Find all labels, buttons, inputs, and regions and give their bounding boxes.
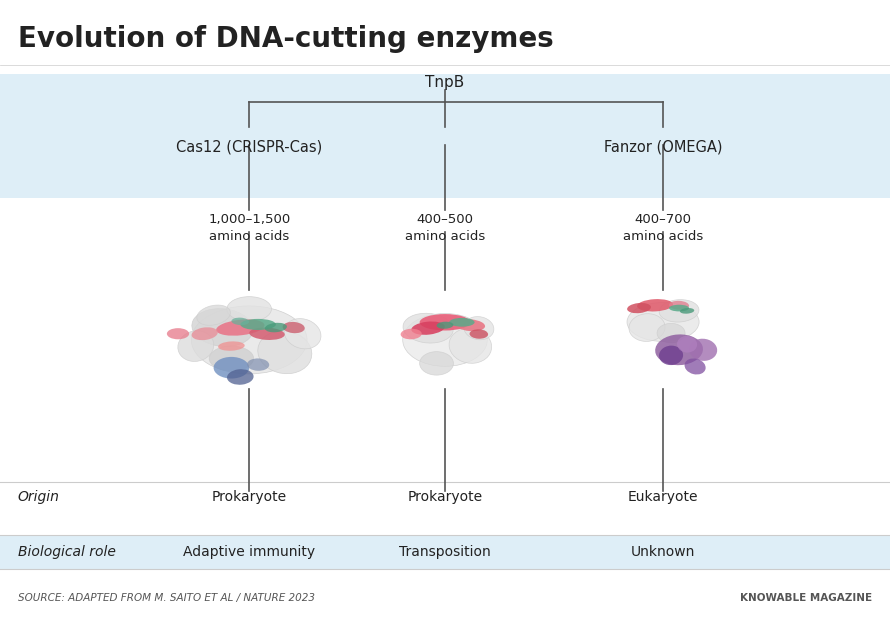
Ellipse shape	[449, 328, 491, 363]
Ellipse shape	[655, 334, 703, 365]
Ellipse shape	[178, 331, 214, 362]
FancyBboxPatch shape	[0, 74, 890, 198]
Ellipse shape	[167, 328, 190, 339]
Ellipse shape	[464, 316, 494, 340]
Ellipse shape	[191, 328, 218, 340]
Ellipse shape	[214, 357, 249, 378]
Ellipse shape	[669, 301, 689, 310]
Ellipse shape	[627, 303, 700, 341]
Text: Adaptive immunity: Adaptive immunity	[183, 544, 315, 559]
Ellipse shape	[216, 320, 264, 336]
Ellipse shape	[677, 336, 697, 352]
Ellipse shape	[669, 305, 689, 311]
Ellipse shape	[227, 297, 271, 321]
Ellipse shape	[684, 358, 706, 375]
Ellipse shape	[437, 322, 453, 329]
Ellipse shape	[629, 314, 665, 341]
Text: 400–500
amino acids: 400–500 amino acids	[405, 213, 485, 243]
Text: Biological role: Biological role	[18, 544, 116, 559]
Text: KNOWABLE MAGAZINE: KNOWABLE MAGAZINE	[740, 593, 872, 603]
Ellipse shape	[411, 321, 445, 335]
Ellipse shape	[197, 305, 231, 325]
Ellipse shape	[637, 299, 673, 311]
Ellipse shape	[402, 313, 488, 366]
Ellipse shape	[659, 300, 699, 322]
Ellipse shape	[659, 345, 684, 365]
Ellipse shape	[258, 331, 311, 374]
Ellipse shape	[265, 323, 287, 332]
Ellipse shape	[627, 303, 651, 313]
Text: 400–700
amino acids: 400–700 amino acids	[623, 213, 703, 243]
Ellipse shape	[247, 358, 269, 371]
Text: 1,000–1,500
amino acids: 1,000–1,500 amino acids	[208, 213, 290, 243]
Text: Transposition: Transposition	[399, 544, 491, 559]
Ellipse shape	[231, 318, 249, 325]
Text: Prokaryote: Prokaryote	[212, 491, 287, 504]
Ellipse shape	[192, 308, 253, 347]
Ellipse shape	[456, 320, 485, 331]
Text: Cas12 (CRISPR-Cas): Cas12 (CRISPR-Cas)	[176, 139, 322, 154]
Ellipse shape	[403, 313, 453, 343]
Text: Unknown: Unknown	[631, 544, 695, 559]
Ellipse shape	[420, 352, 453, 375]
Text: Origin: Origin	[18, 491, 60, 504]
Ellipse shape	[400, 329, 422, 339]
Text: Fanzor (OMEGA): Fanzor (OMEGA)	[603, 139, 723, 154]
Ellipse shape	[191, 306, 307, 374]
Ellipse shape	[680, 308, 694, 314]
Text: Prokaryote: Prokaryote	[408, 491, 482, 504]
Text: Eukaryote: Eukaryote	[627, 491, 699, 504]
Ellipse shape	[470, 329, 488, 339]
Ellipse shape	[657, 323, 685, 343]
Text: TnpB: TnpB	[425, 75, 465, 90]
Ellipse shape	[689, 339, 717, 361]
Ellipse shape	[218, 341, 245, 351]
Ellipse shape	[283, 322, 304, 333]
Ellipse shape	[284, 319, 321, 349]
FancyBboxPatch shape	[0, 535, 890, 569]
Text: Evolution of DNA-cutting enzymes: Evolution of DNA-cutting enzymes	[18, 25, 554, 53]
Ellipse shape	[209, 346, 254, 371]
Ellipse shape	[449, 318, 474, 327]
Ellipse shape	[227, 369, 254, 385]
Ellipse shape	[420, 314, 470, 331]
Ellipse shape	[240, 319, 276, 330]
Text: SOURCE: ADAPTED FROM M. SAITO ET AL / NATURE 2023: SOURCE: ADAPTED FROM M. SAITO ET AL / NA…	[18, 593, 315, 603]
Ellipse shape	[249, 328, 285, 340]
